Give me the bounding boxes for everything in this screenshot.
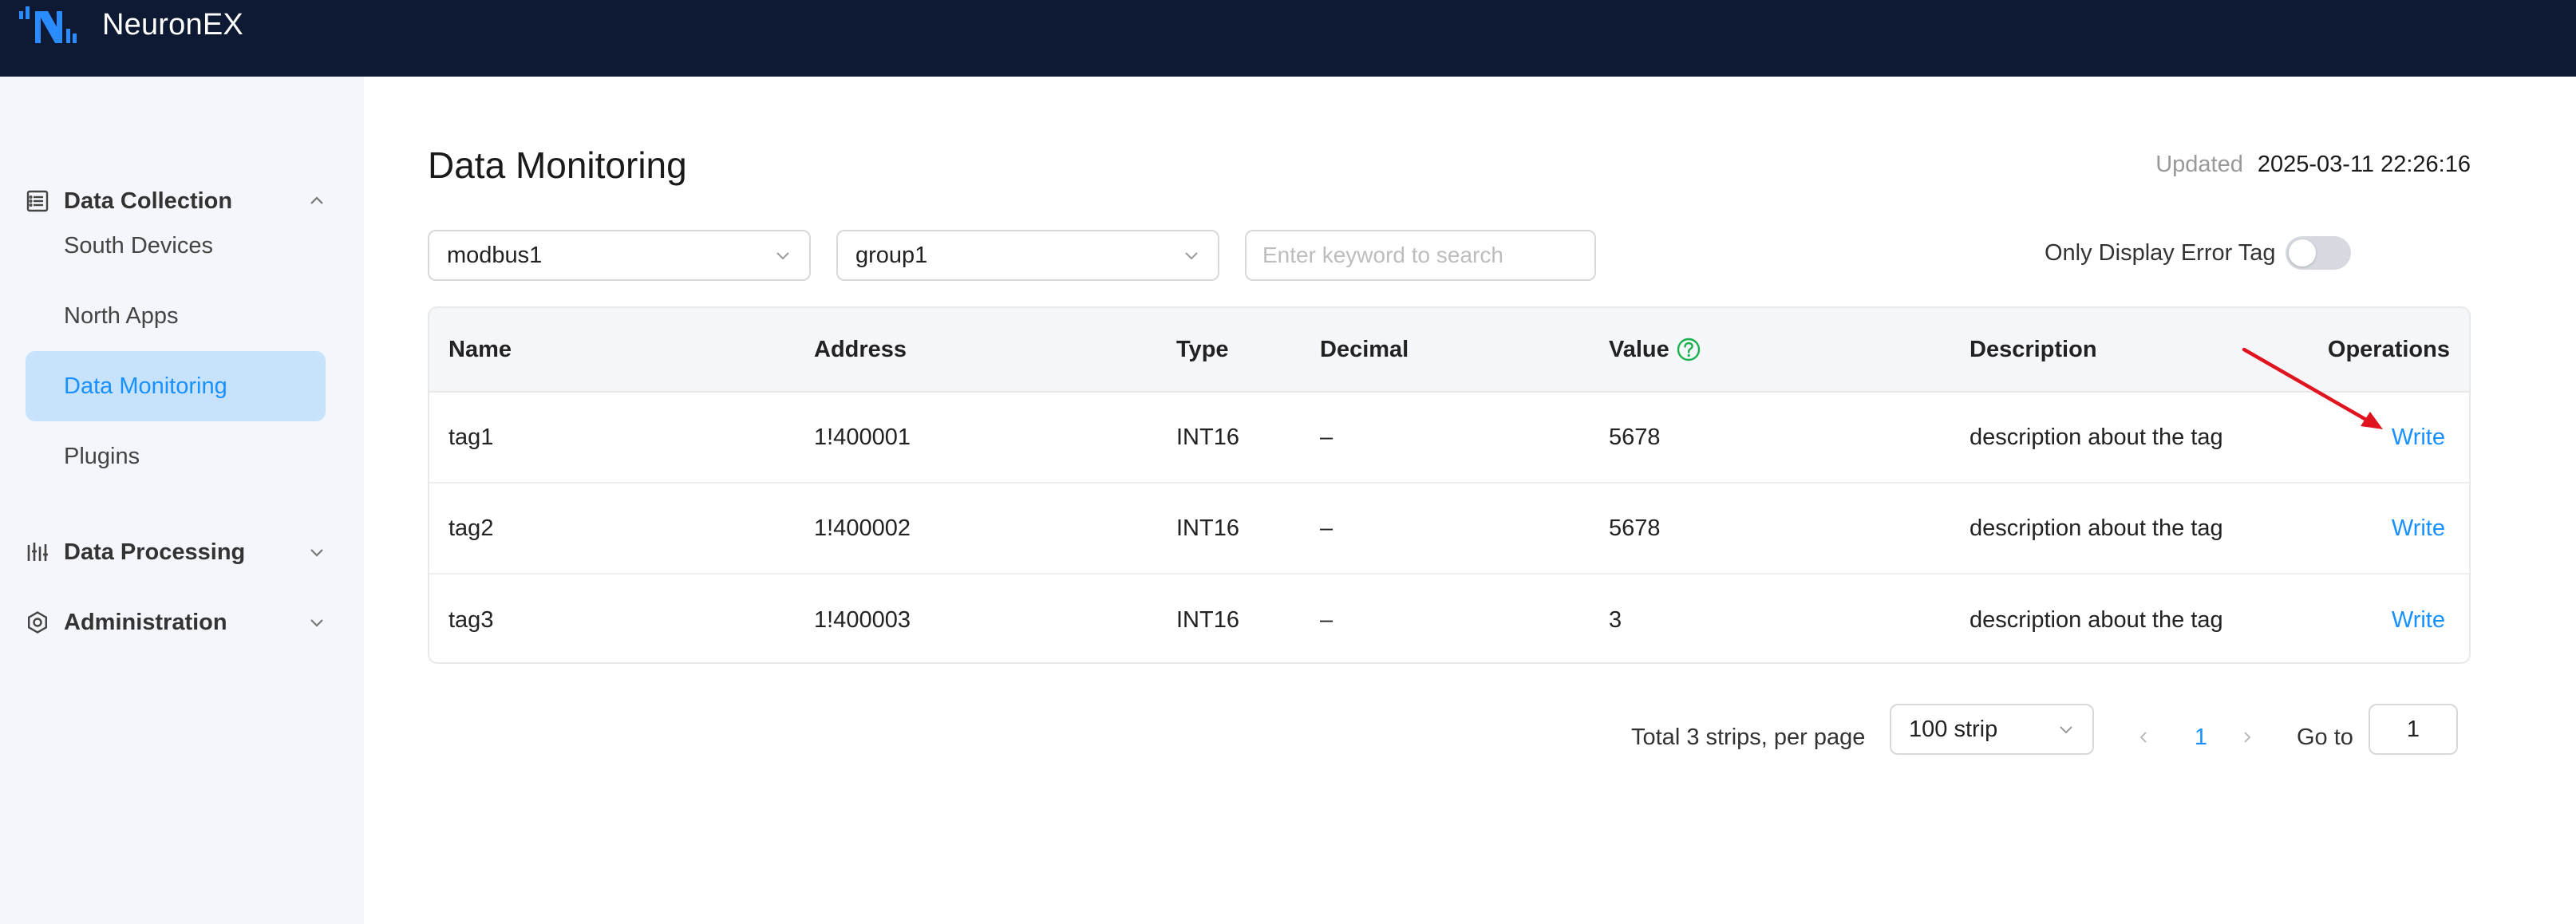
sidebar-group-data-processing[interactable]: Data Processing (26, 527, 326, 578)
column-header-type: Type (1176, 336, 1229, 362)
chevron-up-icon (310, 196, 323, 204)
column-header-value: Value (1609, 308, 1701, 391)
table-row: tag1 1!400001 INT16 – 5678 description a… (429, 393, 2469, 484)
group-select[interactable]: group1 (836, 230, 1219, 281)
data-processing-icon (26, 540, 49, 564)
sidebar-group-label: Data Collection (64, 188, 233, 214)
cell-decimal: – (1320, 606, 1333, 633)
error-tag-toggle[interactable] (2285, 236, 2351, 270)
help-icon[interactable] (1676, 337, 1701, 362)
neuronex-logo-icon (19, 6, 77, 43)
chevron-left-icon (2139, 732, 2147, 743)
chevron-down-icon (1185, 252, 1198, 260)
column-header-operations: Operations (2327, 336, 2450, 362)
sidebar-item-south-devices[interactable]: South Devices (26, 211, 326, 281)
brand-name: NeuronEX (102, 8, 243, 41)
cell-address: 1!400002 (814, 515, 911, 541)
cell-decimal: – (1320, 424, 1333, 450)
gear-icon (26, 610, 49, 634)
page-title: Data Monitoring (428, 144, 687, 186)
group-select-value: group1 (855, 242, 928, 268)
sidebar-item-label: Plugins (64, 443, 140, 469)
top-bar: NeuronEX (0, 0, 2576, 77)
pagination-total: Total 3 strips, per page (1631, 724, 1866, 750)
goto-label: Go to (2297, 724, 2353, 750)
cell-type: INT16 (1176, 515, 1239, 541)
cell-name: tag1 (448, 424, 494, 450)
cell-description: description about the tag (1970, 606, 2223, 633)
cell-type: INT16 (1176, 424, 1239, 450)
data-collection-icon (26, 189, 49, 213)
prev-page-button[interactable] (2128, 712, 2159, 763)
cell-value: 5678 (1609, 515, 1661, 541)
sidebar-item-north-apps[interactable]: North Apps (26, 281, 326, 351)
cell-decimal: – (1320, 515, 1333, 541)
sidebar-item-label: North Apps (64, 302, 179, 329)
column-header-address: Address (814, 336, 907, 362)
node-select[interactable]: modbus1 (428, 230, 811, 281)
page-number-1[interactable]: 1 (2194, 724, 2208, 750)
write-button[interactable]: Write (2391, 424, 2445, 450)
chevron-down-icon (310, 619, 323, 627)
write-button[interactable]: Write (2391, 515, 2445, 541)
data-table: Name Address Type Decimal Value Descript… (428, 306, 2471, 664)
cell-description: description about the tag (1970, 515, 2223, 541)
cell-address: 1!400001 (814, 424, 911, 450)
sidebar-item-label: South Devices (64, 232, 213, 259)
cell-description: description about the tag (1970, 424, 2223, 450)
chevron-down-icon (2060, 726, 2072, 734)
sidebar-group-administration[interactable]: Administration (26, 597, 326, 648)
chevron-down-icon (310, 549, 323, 557)
page-size-select[interactable]: 100 strip (1890, 704, 2094, 755)
toggle-knob (2288, 239, 2316, 267)
sidebar-group-data-collection[interactable]: Data Collection (26, 176, 326, 227)
cell-type: INT16 (1176, 606, 1239, 633)
error-tag-filter: Only Display Error Tag (2045, 236, 2351, 270)
node-select-value: modbus1 (447, 242, 543, 268)
chevron-down-icon (776, 252, 789, 260)
column-header-description: Description (1970, 336, 2097, 362)
updated-timestamp: 2025-03-11 22:26:16 (2257, 152, 2471, 177)
cell-value: 3 (1609, 606, 1622, 633)
column-header-name: Name (448, 336, 512, 362)
sidebar-item-data-monitoring[interactable]: Data Monitoring (26, 351, 326, 421)
column-header-decimal: Decimal (1320, 336, 1409, 362)
sidebar-group-label: Administration (64, 609, 227, 635)
goto-page-input[interactable] (2369, 704, 2458, 755)
cell-name: tag2 (448, 515, 494, 541)
table-row: tag3 1!400003 INT16 – 3 description abou… (429, 575, 2469, 662)
sidebar-item-label: Data Monitoring (64, 373, 227, 399)
sidebar: Data Collection South Devices North Apps… (0, 77, 364, 924)
cell-name: tag3 (448, 606, 494, 633)
next-page-button[interactable] (2231, 712, 2263, 763)
updated-label: Updated (2155, 152, 2243, 177)
error-toggle-label: Only Display Error Tag (2045, 239, 2276, 266)
search-input[interactable] (1245, 230, 1596, 281)
chevron-right-icon (2244, 732, 2251, 743)
sidebar-item-plugins[interactable]: Plugins (26, 421, 326, 492)
table-header: Name Address Type Decimal Value Descript… (429, 308, 2469, 393)
write-button[interactable]: Write (2391, 606, 2445, 633)
last-updated: Updated 2025-03-11 22:26:16 (2155, 152, 2471, 178)
page-size-value: 100 strip (1909, 716, 1998, 742)
cell-address: 1!400003 (814, 606, 911, 633)
table-row: tag2 1!400002 INT16 – 5678 description a… (429, 484, 2469, 575)
cell-value: 5678 (1609, 424, 1661, 450)
column-header-value-label: Value (1609, 336, 1669, 362)
sidebar-group-label: Data Processing (64, 539, 246, 565)
